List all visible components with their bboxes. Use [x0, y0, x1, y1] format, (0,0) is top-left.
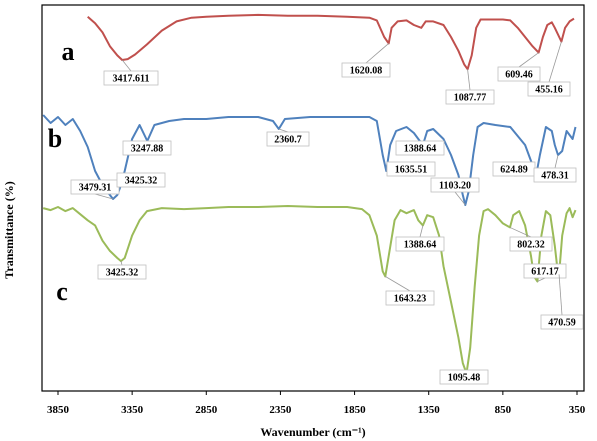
peak-label: 3417.611 [113, 74, 150, 85]
peak-label: 1643.23 [394, 294, 427, 305]
peak-label-box [430, 177, 480, 193]
peak-label-box [445, 89, 495, 105]
peak-label-box [395, 236, 445, 252]
peak-label-box [97, 264, 147, 280]
x-tick-label: 850 [495, 404, 512, 416]
peak-annotation: 3417.611 [103, 59, 159, 86]
spectrum-line-a [87, 13, 575, 71]
x-tick-layer: 3850 3350 2850 2350 1850 1350 850 350 [47, 391, 586, 416]
peak-annotation: 1620.08 [341, 43, 391, 78]
peak-leader-line [537, 277, 546, 282]
peak-annotation: 1095.48 [439, 369, 489, 385]
peak-label: 624.89 [500, 165, 528, 176]
x-tick-label: 3850 [47, 404, 70, 416]
peak-annotation: 478.31 [533, 154, 577, 183]
peak-leader-line [121, 59, 132, 72]
peak-label-box [527, 81, 571, 97]
peak-label-box [116, 172, 166, 188]
spectrum-line-b [42, 114, 577, 206]
peak-label: 470.59 [548, 318, 576, 329]
peak-label-box [341, 62, 391, 78]
peak-leader-line [419, 225, 424, 238]
peak-label: 455.16 [535, 85, 563, 96]
peak-leader-line [554, 154, 559, 169]
y-axis-title: Transmittance (%) [2, 181, 16, 278]
peak-leader-line [385, 276, 411, 292]
peak-label: 1635.51 [395, 165, 428, 176]
peak-label-box [395, 140, 445, 156]
peak-label: 1103.20 [439, 181, 471, 192]
peak-label: 3479.31 [79, 183, 112, 194]
panel-label-layer: a b c [48, 37, 75, 306]
series-layer [42, 13, 577, 375]
peak-annotation: 624.89 [492, 161, 537, 177]
peak-label: 1095.48 [448, 373, 481, 384]
peak-annotation: 617.17 [523, 263, 567, 282]
peak-leader-line [454, 191, 466, 206]
peak-annotation: 802.32 [509, 227, 553, 252]
peak-annotation: 609.46 [497, 52, 541, 82]
peak-leader-line [509, 227, 532, 238]
x-axis-title: Wavenumber (cm⁻¹) [260, 425, 365, 439]
peak-annotation: 455.16 [527, 41, 571, 97]
peak-annotation: 1635.51 [386, 161, 436, 177]
peak-label: 478.31 [541, 171, 569, 182]
x-tick-label: 1850 [344, 404, 367, 416]
x-tick-label: 350 [569, 404, 586, 416]
peak-leader-line [365, 43, 389, 64]
peak-leader-line [558, 274, 563, 316]
peak-leader-line [94, 193, 114, 200]
x-tick-label: 1350 [418, 404, 441, 416]
peak-label: 3425.32 [125, 176, 158, 187]
peak-leader-line [120, 261, 123, 266]
x-tick-label: 2850 [195, 404, 218, 416]
peak-label-box [266, 131, 310, 147]
peak-label: 2360.7 [274, 135, 302, 146]
peak-label: 1388.64 [404, 240, 437, 251]
spectrum-line-c [42, 205, 577, 375]
x-tick-label: 3350 [121, 404, 144, 416]
peak-label: 3425.32 [106, 268, 139, 279]
peak-label-box [439, 369, 489, 385]
peak-annotation: 1087.77 [445, 69, 495, 105]
peak-annotation: 470.59 [540, 274, 584, 330]
panel-label-a: a [62, 37, 75, 66]
peak-label-box [509, 236, 553, 252]
peak-leader-line [548, 41, 562, 83]
panel-label-c: c [56, 277, 68, 306]
peak-label-box [385, 290, 435, 306]
peak-label-box [386, 161, 436, 177]
peak-label: 1620.08 [350, 66, 383, 77]
peak-annotation: 3247.88 [122, 140, 172, 156]
peak-annotation: 2360.7 [266, 128, 310, 147]
x-tick-label: 2350 [269, 404, 292, 416]
peak-leader-line [518, 52, 539, 68]
peak-leader-line [278, 128, 289, 133]
peak-label: 1087.77 [454, 93, 487, 104]
peak-annotation: 1388.64 [395, 225, 445, 252]
peak-label: 609.46 [505, 70, 533, 81]
peak-label: 3247.88 [131, 144, 164, 155]
peak-label-box [523, 263, 567, 279]
peak-label-box [122, 140, 172, 156]
peak-label: 802.32 [517, 240, 545, 251]
panel-label-b: b [48, 124, 62, 153]
peak-label-box [533, 167, 577, 183]
peak-label: 1388.64 [404, 144, 437, 155]
plot-frame [41, 4, 585, 392]
peak-annotation: 3425.32 [97, 261, 147, 280]
peak-label-box [103, 70, 159, 86]
peak-annotation: 3425.32 [116, 172, 166, 188]
peak-annotation: 1388.64 [395, 140, 445, 156]
peak-label-box [497, 66, 541, 82]
peak-label: 617.17 [531, 267, 559, 278]
peak-annotation: 1643.23 [385, 276, 435, 306]
peak-annotation: 1103.20 [430, 177, 480, 206]
peak-label-box [540, 314, 584, 330]
peak-leader-line [467, 69, 471, 91]
